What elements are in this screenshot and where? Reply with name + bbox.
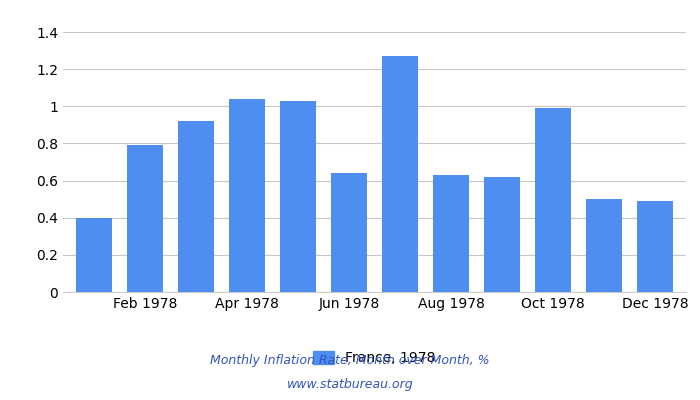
Bar xyxy=(331,173,367,292)
Bar xyxy=(280,101,316,292)
Bar xyxy=(382,56,418,292)
Bar xyxy=(638,201,673,292)
Text: Monthly Inflation Rate, Month over Month, %: Monthly Inflation Rate, Month over Month… xyxy=(210,354,490,367)
Bar xyxy=(178,121,214,292)
Text: www.statbureau.org: www.statbureau.org xyxy=(287,378,413,391)
Bar xyxy=(76,218,111,292)
Bar xyxy=(433,175,469,292)
Legend: France, 1978: France, 1978 xyxy=(308,346,441,371)
Bar xyxy=(229,99,265,292)
Bar xyxy=(587,199,622,292)
Bar xyxy=(127,145,162,292)
Bar xyxy=(536,108,571,292)
Bar xyxy=(484,177,520,292)
